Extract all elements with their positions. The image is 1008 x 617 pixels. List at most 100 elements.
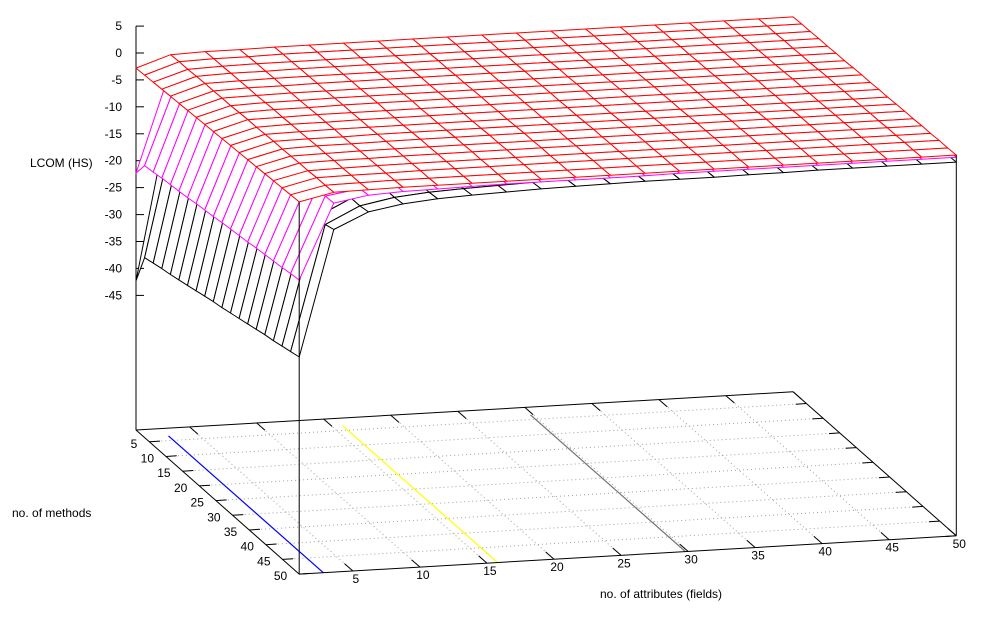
z-axis-label: LCOM (HS) <box>30 156 93 170</box>
y-tick-label: 20 <box>174 481 188 495</box>
y-tick-label: 50 <box>274 569 288 583</box>
surface-cell <box>290 195 335 281</box>
x-tick-label: 40 <box>819 545 833 559</box>
x-axis-label: no. of attributes (fields) <box>600 587 722 601</box>
z-axis: 5 0 -5 -10 -15 -20 -25 -30 -35 -40 -45 <box>105 19 144 430</box>
grid-line-y <box>249 491 907 531</box>
y-tick <box>249 528 260 531</box>
y-tick-mirror <box>878 476 890 479</box>
y-tick-mirror <box>845 447 857 449</box>
grid-line-x <box>524 407 689 552</box>
x-tick-mirror <box>457 410 467 419</box>
base-border-left <box>135 429 300 575</box>
grid-line-y <box>149 403 807 443</box>
y-tick-mirror <box>828 432 840 435</box>
surface-mesh <box>135 16 957 203</box>
grid-line-y <box>199 447 857 487</box>
surface-cell <box>290 184 335 203</box>
y-tick <box>149 440 161 443</box>
y-tick <box>199 484 211 487</box>
x-tick <box>746 539 756 548</box>
z-tick-label: 5 <box>115 19 122 33</box>
z-tick-label: 0 <box>115 46 122 60</box>
y-tick-label: 15 <box>157 466 171 480</box>
y-tick <box>299 572 310 575</box>
grid-line-x <box>725 395 890 541</box>
y-tick-mirror <box>945 535 957 537</box>
base-contour-line <box>530 414 686 553</box>
base-border-right <box>792 391 957 537</box>
z-tick-label: -45 <box>105 288 123 302</box>
z-tick-label: -25 <box>105 181 123 195</box>
y-tick-label: 40 <box>241 540 255 554</box>
y-tick-label: 35 <box>224 525 238 539</box>
grid-line-x <box>457 410 622 556</box>
y-tick <box>282 558 294 560</box>
grid-line-y <box>232 476 890 516</box>
y-tick-mirror <box>812 417 824 420</box>
grid-line-x <box>256 422 421 568</box>
x-tick-label: 15 <box>483 564 497 578</box>
surface-cell <box>290 224 335 358</box>
base-border-front <box>299 535 957 575</box>
y-axis-label: no. of methods <box>12 506 91 520</box>
y-tick <box>215 499 227 502</box>
y-tick-mirror <box>795 403 807 405</box>
z-tick-label: -40 <box>105 261 123 275</box>
x-tick-label: 30 <box>684 552 698 566</box>
x-tick-mirror <box>189 426 199 435</box>
grid-line-y <box>282 520 940 560</box>
base-border-back <box>135 391 794 431</box>
x-tick-mirror <box>390 414 400 423</box>
x-tick-label: 5 <box>352 572 359 586</box>
x-tick-mirror <box>725 395 735 404</box>
x-tick-label: 45 <box>886 541 900 555</box>
x-tick-label: 10 <box>416 568 430 582</box>
x-tick <box>880 532 890 541</box>
y-tick <box>165 455 177 457</box>
grid-line-x <box>658 399 823 544</box>
y-tick <box>182 470 194 472</box>
x-tick-mirror <box>792 391 802 400</box>
y-tick <box>232 514 244 516</box>
x-tick-mirror <box>256 422 266 431</box>
z-tick-label: -35 <box>105 235 123 249</box>
y-tick-label: 45 <box>257 554 271 568</box>
y-tick-label: 30 <box>207 510 221 524</box>
x-tick-label: 50 <box>953 537 967 551</box>
x-tick <box>679 543 689 552</box>
x-tick-mirror <box>658 399 668 408</box>
x-tick <box>947 528 957 537</box>
x-tick <box>478 555 488 564</box>
base-contour-line <box>342 425 498 563</box>
x-tick-label: 20 <box>550 560 564 574</box>
grid-line-x <box>591 403 756 548</box>
y-tick-mirror <box>912 505 924 508</box>
z-tick-label: -20 <box>105 154 123 168</box>
x-tick-mirror <box>591 403 601 412</box>
x-tick-label: 35 <box>751 549 765 563</box>
grid-line-y <box>182 432 840 472</box>
grid-line-x <box>323 418 488 564</box>
z-tick-label: -10 <box>105 100 123 114</box>
x-tick-mirror <box>323 418 333 427</box>
grid-line-y <box>215 461 874 502</box>
y-tick-label: 10 <box>141 452 155 466</box>
base-contour-line <box>168 435 324 574</box>
x-tick <box>612 547 622 556</box>
x-tick <box>813 535 823 544</box>
x-tick <box>545 551 555 560</box>
z-tick-label: -30 <box>105 208 123 222</box>
z-tick-label: -15 <box>105 127 123 141</box>
grid-line-x <box>390 414 555 560</box>
z-tick-label: -5 <box>111 73 122 87</box>
grid-line-y <box>165 417 824 457</box>
grid-line-y <box>265 505 924 546</box>
y-tick-mirror <box>895 491 907 493</box>
x-tick-label: 25 <box>617 556 631 570</box>
front-vertical-borders <box>298 155 957 575</box>
y-tick-label: 25 <box>191 496 205 510</box>
y-tick-mirror <box>862 461 874 464</box>
